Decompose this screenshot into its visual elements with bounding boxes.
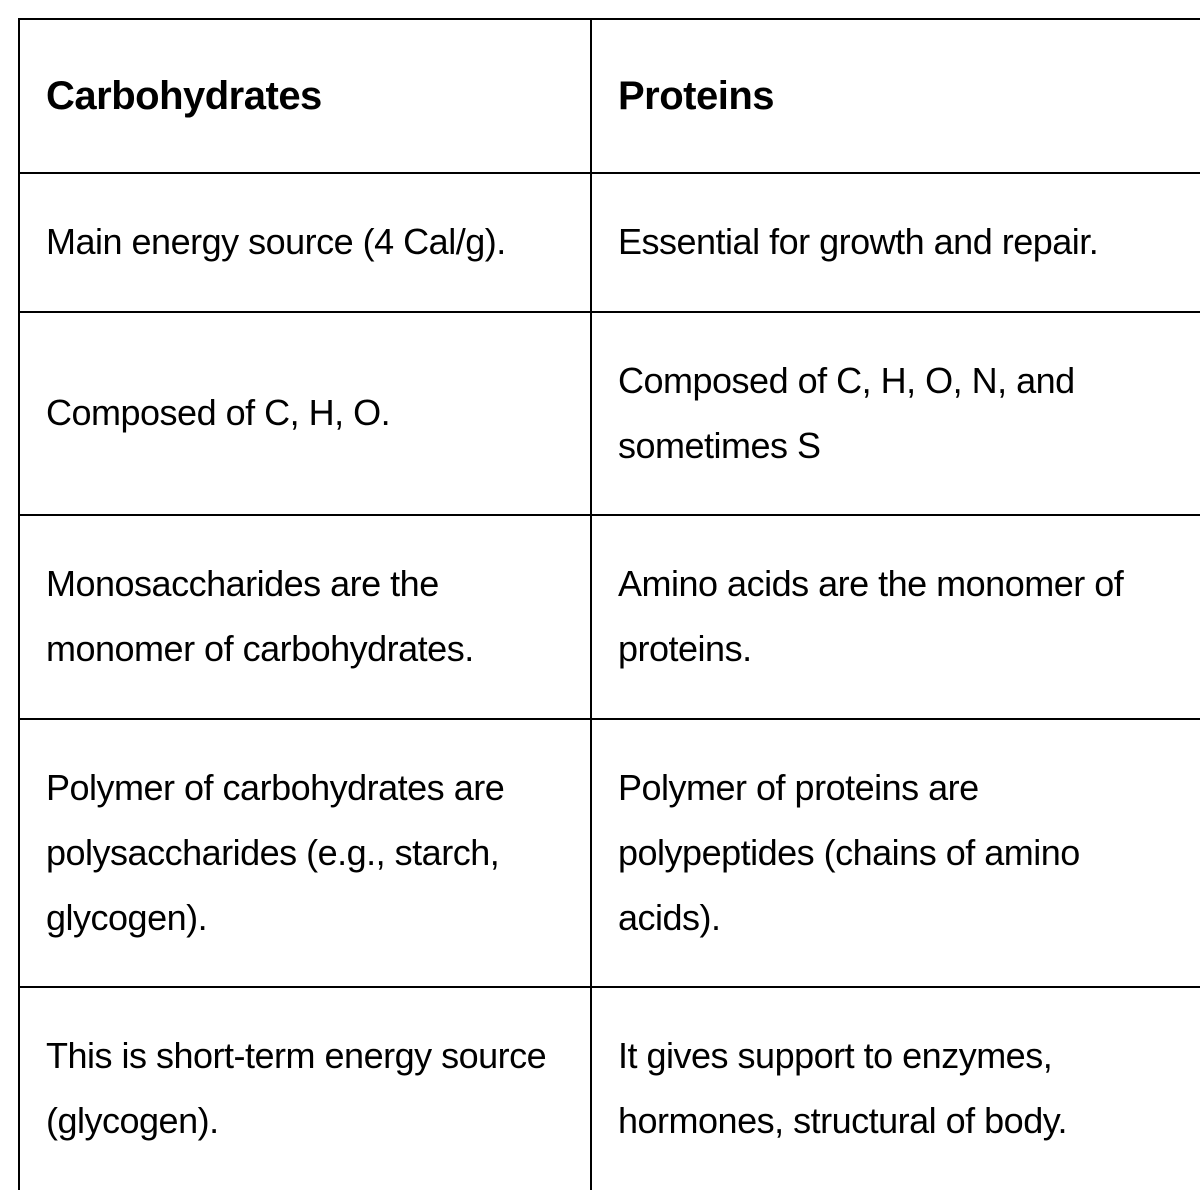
cell-carbs: Monosaccharides are the monomer of carbo… [19, 515, 591, 719]
column-header-carbohydrates: Carbohydrates [19, 19, 591, 173]
table-row: Monosaccharides are the monomer of carbo… [19, 515, 1200, 719]
cell-carbs: Main energy source (4 Cal/g). [19, 173, 591, 312]
comparison-table: Carbohydrates Proteins Main energy sourc… [18, 18, 1200, 1190]
table-row: Composed of C, H, O. Composed of C, H, O… [19, 312, 1200, 516]
column-header-proteins: Proteins [591, 19, 1200, 173]
cell-proteins: Amino acids are the monomer of proteins. [591, 515, 1200, 719]
cell-proteins: It gives support to enzymes, hormones, s… [591, 987, 1200, 1190]
cell-proteins: Composed of C, H, O, N, and sometimes S [591, 312, 1200, 516]
table-row: Main energy source (4 Cal/g). Essential … [19, 173, 1200, 312]
table-row: This is short-term energy source (glycog… [19, 987, 1200, 1190]
cell-proteins: Essential for growth and repair. [591, 173, 1200, 312]
table-row: Polymer of carbohydrates are polysacchar… [19, 719, 1200, 987]
table-header-row: Carbohydrates Proteins [19, 19, 1200, 173]
cell-proteins: Polymer of proteins are polypeptides (ch… [591, 719, 1200, 987]
cell-carbs: Polymer of carbohydrates are polysacchar… [19, 719, 591, 987]
cell-carbs: Composed of C, H, O. [19, 312, 591, 516]
cell-carbs: This is short-term energy source (glycog… [19, 987, 591, 1190]
